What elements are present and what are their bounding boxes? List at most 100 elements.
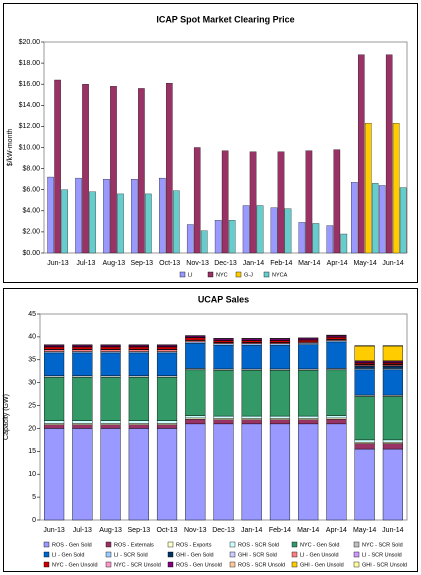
bar [75, 177, 82, 254]
bar-segment [269, 423, 291, 521]
bar [138, 88, 145, 254]
bar-segment [100, 352, 121, 376]
legend-label: LI - Gen Unsold [300, 552, 339, 558]
bar-segment [382, 439, 403, 443]
bar-segment [326, 417, 347, 420]
bar-segment [213, 344, 234, 370]
bar-segment [100, 351, 121, 354]
bar-segment [298, 415, 319, 419]
bar-segment [156, 376, 178, 421]
bar-segment [72, 346, 93, 350]
y-axis-label: $/kW-month [7, 129, 14, 167]
bar-segment [156, 420, 178, 424]
bar-segment [269, 344, 291, 370]
bar-segment [354, 396, 375, 441]
bar-segment [100, 424, 121, 429]
legend-swatch [105, 561, 112, 568]
bar [214, 220, 222, 254]
legend-swatch [353, 561, 360, 568]
legend-label: GHI - Gen Sold [176, 552, 214, 558]
y-tick-label: $10.00 [19, 144, 41, 151]
bar-segment [269, 338, 291, 341]
bar [193, 147, 201, 254]
bar [364, 123, 372, 254]
bar-segment [100, 376, 121, 421]
bar-segment [382, 362, 403, 365]
bar-segment [241, 338, 262, 341]
bar-segment [354, 441, 375, 444]
bar [392, 123, 400, 254]
bar-segment [326, 340, 347, 343]
bar-segment [128, 420, 149, 424]
legend-swatch [291, 561, 298, 568]
legend-swatch [105, 541, 112, 548]
legend-swatch [353, 551, 360, 558]
bar-segment [213, 368, 234, 371]
y-tick-label: 10 [28, 471, 36, 478]
bar [351, 182, 358, 254]
legend-label: ROS - Gen Sold [52, 542, 92, 548]
bar-segment [354, 345, 375, 361]
bar-segment [185, 343, 206, 369]
bar-segment [298, 423, 319, 521]
x-tick-label: Oct-13 [157, 527, 178, 534]
x-tick-label: Jul-13 [76, 260, 95, 267]
bar-segment [382, 441, 403, 444]
legend-label: NYC - SCR Sold [362, 542, 403, 548]
bar-segment [44, 349, 65, 352]
bar-segment [72, 344, 93, 347]
x-tick-label: Dec-13 [212, 527, 235, 534]
x-tick-label: Jun-13 [47, 260, 69, 267]
bar-segment [156, 344, 178, 347]
bar-segment [100, 375, 121, 378]
bar [399, 187, 407, 254]
legend-label: NYC [216, 272, 228, 278]
bar [117, 193, 124, 254]
x-tick-label: Jun-14 [382, 527, 404, 534]
bar-segment [72, 376, 93, 421]
bar-segment [156, 351, 178, 354]
x-tick-label: Sep-13 [130, 260, 153, 267]
bar-segment [100, 346, 121, 350]
bar [61, 189, 68, 254]
bar-segment [72, 423, 93, 425]
legend-swatch [229, 541, 236, 548]
bar-segment [128, 428, 149, 521]
x-tick-label: Jan-14 [243, 260, 265, 267]
bar-segment [156, 423, 178, 425]
bar-segment [72, 349, 93, 352]
y-tick-label: 15 [28, 448, 36, 455]
x-tick-label: Mar-14 [297, 527, 319, 534]
bar [357, 54, 365, 254]
bar-segment [269, 368, 291, 371]
bar-segment [156, 346, 178, 350]
bar-segment [72, 351, 93, 354]
bar-segment [128, 375, 149, 378]
bar-segment [72, 420, 93, 424]
bar-segment [185, 415, 206, 419]
bar-segment [44, 424, 65, 429]
bar-segment [354, 443, 375, 450]
bar [298, 222, 306, 254]
legend-label: NYC - Gen Unsold [52, 562, 98, 568]
bar-segment [241, 423, 262, 521]
bar-segment [156, 424, 178, 429]
bar-segment [241, 340, 262, 343]
bar-segment [354, 369, 375, 396]
y-tick-label: 30 [28, 380, 36, 387]
bar [378, 185, 386, 254]
bar-segment [241, 344, 262, 370]
bar [340, 233, 348, 254]
y-axis-label: Capacity (GW) [3, 394, 10, 440]
bar-segment [44, 346, 65, 350]
bar-segment [185, 368, 206, 371]
bar [305, 150, 313, 254]
y-tick-label: 0 [32, 517, 36, 524]
bar-segment [185, 423, 206, 521]
legend-swatch [43, 541, 50, 548]
x-tick-label: Nov-13 [184, 527, 207, 534]
x-tick-label: Apr-14 [326, 527, 347, 534]
bar [54, 79, 61, 254]
bar-segment [185, 335, 206, 338]
bar-segment [72, 352, 93, 376]
